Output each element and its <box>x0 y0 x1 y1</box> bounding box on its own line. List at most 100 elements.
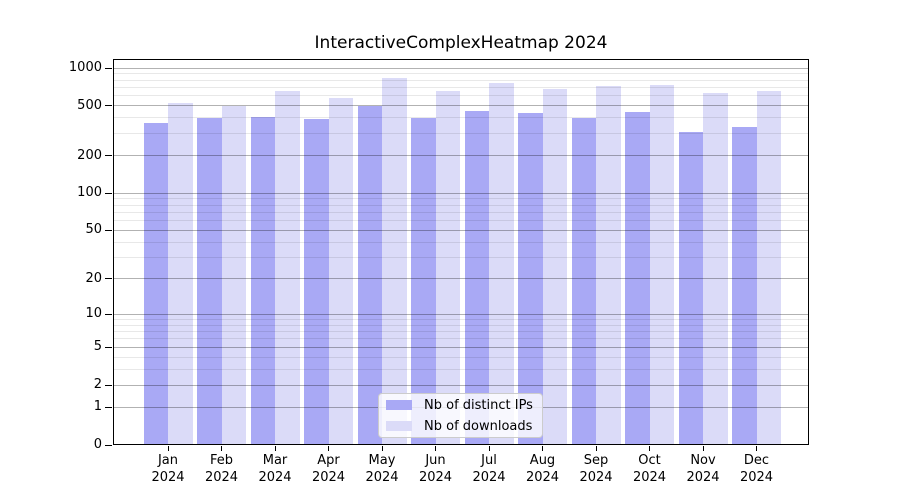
gridline-minor-4 <box>114 356 808 358</box>
y-tick-mark <box>105 155 112 157</box>
y-tick-label-0: 0 <box>93 437 102 452</box>
legend-swatch-distinct-ips <box>386 400 412 410</box>
gridline-minor-30 <box>114 257 808 259</box>
gridline-major-5 <box>114 346 808 348</box>
bar-downloads-dec <box>756 90 781 445</box>
gridline-major-20 <box>114 278 808 280</box>
x-tick-mark <box>488 446 490 451</box>
x-tick-label-mar: Mar 2024 <box>258 453 292 485</box>
gridline-major-10 <box>114 313 808 315</box>
y-tick-label-2: 2 <box>93 377 102 393</box>
gridline-minor-40 <box>114 241 808 243</box>
gridline-minor-900 <box>114 73 808 75</box>
x-tick-mark <box>756 446 757 451</box>
y-tick-label-5: 5 <box>93 339 102 355</box>
x-tick-mark <box>221 446 222 451</box>
y-tick-label-200: 200 <box>77 147 102 163</box>
bar-downloads-mar <box>275 91 300 445</box>
x-tick-label-jan: Jan 2024 <box>151 453 185 485</box>
x-tick-mark <box>381 446 383 451</box>
gridline-major-1000 <box>114 67 808 69</box>
legend-item-distinct-ips: Nb of distinct IPs <box>386 397 535 413</box>
x-tick-label-oct: Oct 2024 <box>632 453 667 485</box>
x-tick-label-sep: Sep 2024 <box>579 453 613 485</box>
bar-downloads-oct <box>649 85 674 445</box>
bar-downloads-jan <box>168 102 193 445</box>
gridline-minor-700 <box>114 86 808 88</box>
gridline-minor-90 <box>114 198 808 200</box>
y-tick-label-20: 20 <box>85 270 102 286</box>
y-tick-label-100: 100 <box>77 185 102 201</box>
bar-downloads-jul <box>489 83 514 445</box>
x-tick-label-jun: Jun 2024 <box>418 453 453 485</box>
x-tick-mark <box>649 446 650 451</box>
gridline-minor-9 <box>114 318 808 320</box>
legend: Nb of distinct IPs Nb of downloads <box>378 393 543 438</box>
bar-distinct-ips-dec <box>732 126 757 445</box>
bar-downloads-may <box>382 78 407 445</box>
bar-downloads-aug <box>542 89 567 445</box>
gridline-minor-6 <box>114 338 808 340</box>
y-tick-label-1000: 1000 <box>68 60 102 75</box>
bar-distinct-ips-jun <box>411 117 436 445</box>
y-tick-label-50: 50 <box>85 222 102 238</box>
y-tick-mark <box>105 313 112 315</box>
bar-distinct-ips-nov <box>678 131 703 445</box>
gridline-minor-400 <box>114 117 808 119</box>
bar-distinct-ips-aug <box>518 113 543 445</box>
x-tick-label-dec: Dec 2024 <box>739 453 774 485</box>
legend-swatch-downloads <box>386 421 412 431</box>
y-tick-mark <box>105 67 112 69</box>
x-tick-mark <box>595 446 597 451</box>
bar-distinct-ips-oct <box>625 111 650 445</box>
x-tick-mark <box>167 446 169 451</box>
legend-label-distinct-ips: Nb of distinct IPs <box>424 397 533 413</box>
gridline-major-200 <box>114 155 808 157</box>
bar-distinct-ips-mar <box>250 116 275 445</box>
bar-downloads-jun <box>435 90 460 445</box>
y-tick-label-1: 1 <box>93 399 102 415</box>
bar-downloads-apr <box>328 97 353 445</box>
x-tick-label-may: May 2024 <box>365 453 399 485</box>
legend-label-downloads: Nb of downloads <box>424 418 533 434</box>
bar-downloads-nov <box>703 92 728 445</box>
legend-item-downloads: Nb of downloads <box>386 418 535 434</box>
x-tick-mark <box>435 446 436 451</box>
gridline-minor-80 <box>114 204 808 206</box>
bar-distinct-ips-may <box>357 106 382 445</box>
x-tick-mark <box>328 446 329 451</box>
y-tick-mark <box>105 384 112 386</box>
x-tick-mark <box>702 446 704 451</box>
x-tick-label-aug: Aug 2024 <box>525 453 560 485</box>
gridline-minor-7 <box>114 331 808 333</box>
y-tick-mark <box>105 444 112 446</box>
y-tick-mark <box>105 229 112 231</box>
bar-distinct-ips-apr <box>304 118 329 445</box>
gridline-major-500 <box>114 105 808 107</box>
bar-downloads-sep <box>596 86 621 445</box>
y-tick-mark <box>105 346 112 348</box>
bar-downloads-feb <box>221 106 246 445</box>
x-tick-label-apr: Apr 2024 <box>311 453 346 485</box>
x-tick-label-nov: Nov 2024 <box>686 453 720 485</box>
bar-distinct-ips-sep <box>571 117 596 445</box>
gridline-major-2 <box>114 384 808 386</box>
x-tick-label-feb: Feb 2024 <box>204 453 239 485</box>
bar-distinct-ips-jan <box>143 122 168 445</box>
gridline-minor-800 <box>114 79 808 81</box>
y-tick-mark <box>105 105 112 107</box>
gridline-major-50 <box>114 229 808 231</box>
gridline-minor-300 <box>114 133 808 135</box>
y-tick-mark <box>105 278 112 280</box>
y-tick-label-10: 10 <box>85 306 102 322</box>
gridline-major-100 <box>114 192 808 194</box>
x-tick-mark <box>542 446 543 451</box>
bar-distinct-ips-jul <box>464 110 489 445</box>
gridline-minor-600 <box>114 95 808 97</box>
y-tick-mark <box>105 406 112 408</box>
chart-title: InteractiveComplexHeatmap 2024 <box>314 33 608 53</box>
gridline-minor-60 <box>114 220 808 222</box>
bar-distinct-ips-feb <box>197 117 222 445</box>
x-tick-label-jul: Jul 2024 <box>472 453 506 485</box>
